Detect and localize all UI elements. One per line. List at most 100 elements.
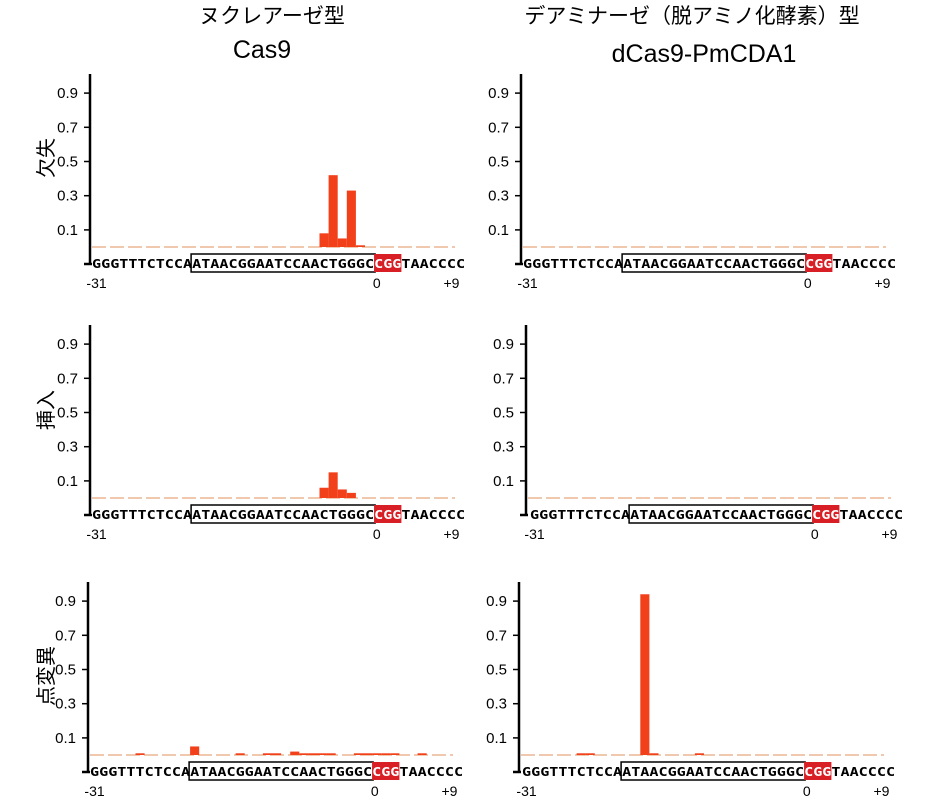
y-tick-label: 0.7 [57,370,78,387]
pam-highlight [812,505,840,523]
sequence-suffix: TAACCCC [839,507,903,522]
sequence-target: ATAACGGAATCCAACTGGGC [622,764,804,779]
position-label: -31 [524,526,544,542]
bar [649,753,659,755]
bar [272,753,282,755]
position-label: 0 [371,783,379,799]
pam-highlight [372,762,400,780]
y-tick-label: 0.7 [488,119,509,136]
sequence-pam: CGG [812,507,839,522]
column-subtitle-dcas9-pmcda1: dCas9-PmCDA1 [612,40,797,68]
position-label: +9 [443,526,459,542]
bar [337,238,347,247]
y-tick-label: 0.3 [486,696,507,713]
bar [372,753,382,755]
bar [694,753,704,755]
position-label: 0 [373,275,381,291]
chart-panel-3: 0.9 0.7 0.5 0.3 0.1 GGGTTTCTCCA ATAACGGAATCCAA… [57,325,465,542]
y-tick-label: 0.1 [486,730,507,747]
bar [346,492,356,498]
position-label: 0 [803,783,811,799]
y-tick-label: 0.5 [488,154,509,171]
bar [326,753,336,755]
position-label: +9 [441,783,457,799]
y-tick-label: 0.1 [488,222,509,239]
bar [262,753,272,755]
position-label: -31 [86,275,106,291]
column-subtitle-cas9: Cas9 [233,36,291,64]
position-label: 0 [804,275,812,291]
y-tick-label: 0.7 [486,627,507,644]
pam-highlight [805,254,833,272]
y-tick-label: 0.9 [493,336,514,353]
bar [381,753,391,755]
row-label-insertion: 挿入 [34,390,58,430]
column-title-nuclease: ヌクレアーゼ型 [199,4,345,28]
sequence-prefix: GGGTTTCTCCA [92,256,193,271]
bar [585,753,595,755]
bar [640,594,650,755]
sequence-target: ATAACGGAATCCAACTGGGC [630,507,812,522]
sequence-target: ATAACGGAATCCAACTGGGC [623,256,805,271]
sequence-pam: CGG [374,256,401,271]
chart-panel-1: 0.9 0.7 0.5 0.3 0.1 GGGTTTCTCCA ATAACGGAATCCAA… [57,74,465,291]
sequence-suffix: TAACCCC [831,764,895,779]
bar [190,746,200,755]
bar [319,233,329,247]
sequence-prefix: GGGTTTCTCCA [530,507,631,522]
sequence-suffix: TAACCCC [401,256,465,271]
y-tick-label: 0.1 [55,730,76,747]
position-label: -31 [516,783,536,799]
sequence-pam: CGG [372,764,399,779]
chart-panel-6: 0.9 0.7 0.5 0.3 0.1 GGGTTTCTCCA ATAACGGAATCCAA… [486,582,895,799]
y-tick-label: 0.9 [55,593,76,610]
position-label: +9 [874,275,890,291]
sequence-target: ATAACGGAATCCAACTGGGC [190,764,372,779]
y-tick-label: 0.5 [57,405,78,422]
y-tick-label: 0.9 [488,85,509,102]
bar [328,472,338,498]
y-tick-label: 0.3 [57,439,78,456]
y-tick-label: 0.1 [57,473,78,490]
position-label: +9 [873,783,889,799]
sequence-target: ATAACGGAATCCAACTGGGC [192,507,374,522]
position-label: -31 [517,275,537,291]
y-tick-label: 0.5 [493,405,514,422]
bar [417,753,427,755]
y-tick-label: 0.3 [493,439,514,456]
sequence-target: ATAACGGAATCCAACTGGGC [192,256,374,271]
position-label: -31 [84,783,104,799]
bar [135,753,145,755]
sequence-prefix: GGGTTTCTCCA [522,764,623,779]
bar [317,753,327,755]
sequence-prefix: GGGTTTCTCCA [92,507,193,522]
chart-panel-2: 0.9 0.7 0.5 0.3 0.1 GGGTTTCTCCA ATAACGGAATCCAA… [488,74,896,291]
position-label: 0 [811,526,819,542]
y-tick-label: 0.1 [493,473,514,490]
bar [346,190,356,247]
sequence-suffix: TAACCCC [399,764,463,779]
y-tick-label: 0.9 [57,85,78,102]
y-tick-label: 0.3 [55,696,76,713]
sequence-prefix: GGGTTTCTCCA [90,764,191,779]
y-tick-label: 0.5 [55,662,76,679]
y-tick-label: 0.7 [493,370,514,387]
bar [337,489,347,498]
position-label: -31 [86,526,106,542]
sequence-text: GGGTTTCTCCA ATAACGGAATCCAACTGGGC CGG TAACCC… [530,507,903,522]
bar [355,245,365,247]
y-tick-label: 0.3 [57,188,78,205]
sequence-text: GGGTTTCTCCA ATAACGGAATCCAACTGGGC CGG TAACCC… [522,764,895,779]
sequence-text: GGGTTTCTCCA ATAACGGAATCCAACTGGGC CGG TAACCC… [92,256,465,271]
y-tick-label: 0.3 [488,188,509,205]
sequence-pam: CGG [804,764,831,779]
y-tick-label: 0.7 [55,627,76,644]
sequence-suffix: TAACCCC [401,507,465,522]
position-label: +9 [443,275,459,291]
bar [390,753,400,755]
bar [576,753,586,755]
sequence-pam: CGG [374,507,401,522]
bar [363,753,373,755]
y-tick-label: 0.9 [486,593,507,610]
